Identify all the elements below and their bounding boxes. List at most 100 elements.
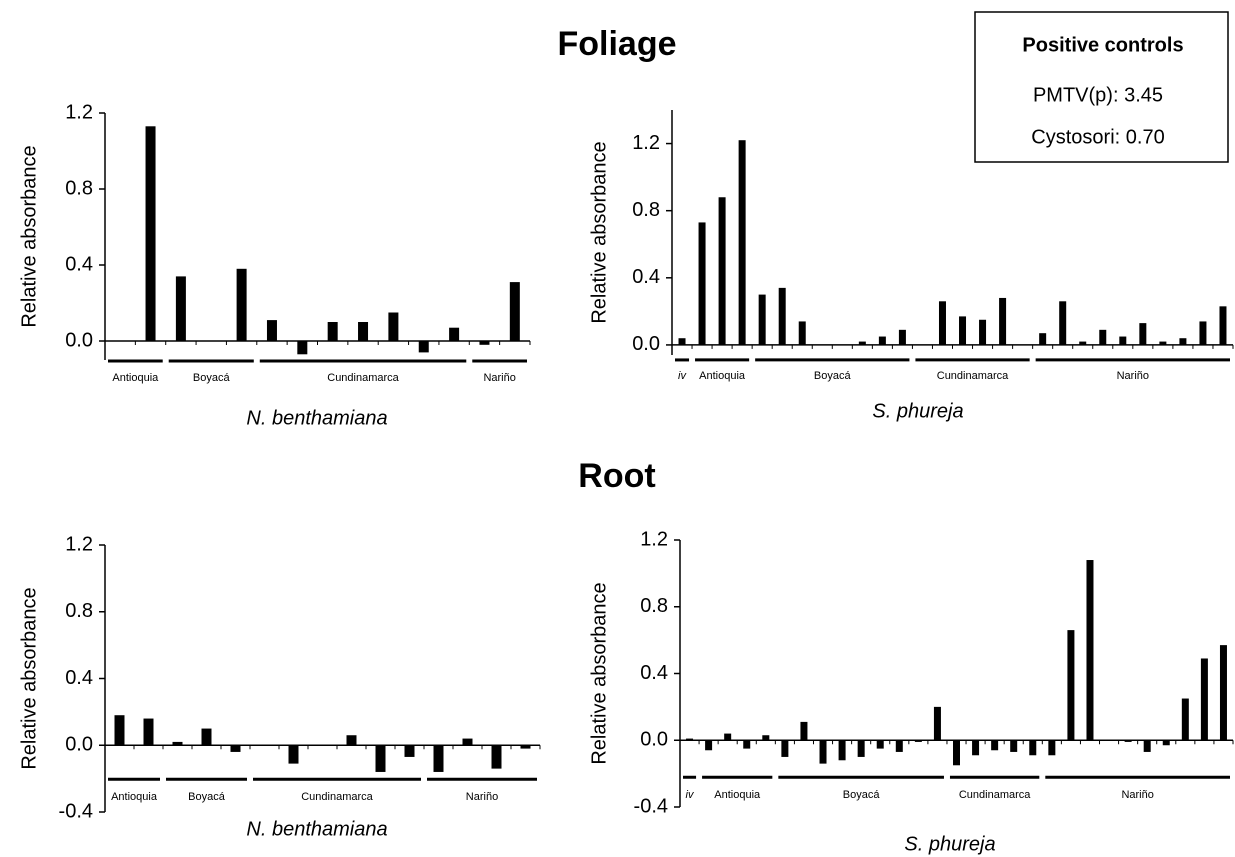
bar [1105, 740, 1113, 741]
y-tick-label: 0.4 [632, 266, 660, 288]
bar [346, 735, 357, 746]
bar [418, 341, 429, 353]
bar [798, 321, 806, 345]
group-label: Boyacá [188, 791, 226, 803]
group-label: Nariño [466, 791, 498, 803]
bar [1139, 323, 1147, 345]
bar [1219, 645, 1227, 741]
group-label: Antioquia [699, 370, 746, 382]
bar [1029, 740, 1037, 756]
y-tick-label: 1.2 [65, 101, 93, 123]
bar [705, 740, 713, 751]
bar [404, 745, 415, 757]
heading: Root [578, 457, 655, 495]
bar [1124, 740, 1132, 742]
group-label: Nariño [1121, 789, 1153, 801]
y-tick-label: 0.0 [640, 729, 668, 751]
group-label: Cundinamarca [327, 372, 399, 384]
bar [781, 740, 789, 757]
bar [297, 341, 308, 355]
bar [800, 721, 808, 741]
bar [433, 745, 444, 772]
bar [115, 341, 126, 342]
bar [878, 336, 886, 345]
bar [818, 344, 826, 346]
y-axis-label: Relative absorbance [588, 582, 610, 764]
bar [999, 297, 1007, 345]
bar [1039, 333, 1047, 345]
bar [819, 740, 827, 764]
controls-title: Positive controls [1022, 34, 1183, 56]
y-axis-label: Relative absorbance [18, 587, 40, 769]
bar [838, 740, 846, 761]
bar [1162, 740, 1170, 746]
y-tick-label: 0.0 [632, 333, 660, 355]
bar [858, 341, 866, 345]
bar [206, 341, 217, 342]
bar [938, 301, 946, 345]
group-label: Antioquia [112, 372, 159, 384]
y-tick-label: 1.2 [65, 533, 93, 555]
y-tick-label: 1.2 [640, 528, 668, 550]
group-label: Antioquia [714, 789, 761, 801]
bar [1099, 329, 1107, 345]
bar [1119, 336, 1127, 345]
bar [933, 706, 941, 741]
group-label: Cundinamarca [959, 789, 1031, 801]
bar [358, 322, 369, 341]
group-label: Antioquia [111, 791, 158, 803]
bar [449, 327, 460, 341]
x-axis-label: S. phureja [904, 833, 995, 855]
y-tick-label: 0.8 [640, 595, 668, 617]
controls-line: PMTV(p): 3.45 [1033, 84, 1163, 106]
bar [143, 718, 154, 746]
bar [758, 294, 766, 345]
bar [1200, 658, 1208, 741]
controls-line: Cystosori: 0.70 [1031, 126, 1164, 148]
bar [718, 197, 726, 345]
bar [778, 287, 786, 345]
bar [1019, 344, 1027, 346]
y-tick-label: 0.8 [632, 199, 660, 221]
bar [1143, 740, 1151, 752]
y-tick-label: -0.4 [59, 800, 93, 822]
bar [1086, 560, 1094, 741]
bar [762, 735, 770, 741]
bar [991, 740, 999, 751]
bar [953, 740, 960, 766]
bar [388, 312, 399, 341]
bar [145, 126, 156, 341]
group-label: Cundinamarca [301, 791, 373, 803]
bar [918, 344, 926, 346]
bar [266, 320, 277, 341]
bar [230, 745, 241, 752]
group-label: Cundinamarca [937, 370, 1009, 382]
bar [838, 344, 846, 346]
y-tick-label: 0.4 [65, 667, 93, 689]
y-axis-label: Relative absorbance [18, 145, 40, 327]
heading: Foliage [557, 25, 676, 63]
bar [288, 745, 299, 764]
bar [1079, 341, 1087, 345]
bar [462, 738, 473, 746]
group-label: Nariño [1117, 370, 1149, 382]
bar [1181, 698, 1189, 741]
bar [509, 282, 520, 341]
controls-box [974, 11, 1229, 163]
bar [1179, 338, 1187, 345]
y-tick-label: 0.8 [65, 600, 93, 622]
group-label: Nariño [483, 372, 515, 384]
bar [686, 738, 694, 741]
bar [895, 740, 903, 752]
group-label: iv [686, 789, 695, 801]
bar [1067, 630, 1075, 741]
y-tick-label: 0.8 [65, 177, 93, 199]
bar [979, 319, 987, 345]
bar [898, 329, 906, 345]
x-axis-label: S. phureja [872, 400, 963, 422]
bar [743, 740, 751, 749]
bar [959, 316, 967, 345]
y-tick-label: 0.4 [65, 253, 93, 275]
bar [1219, 306, 1227, 345]
